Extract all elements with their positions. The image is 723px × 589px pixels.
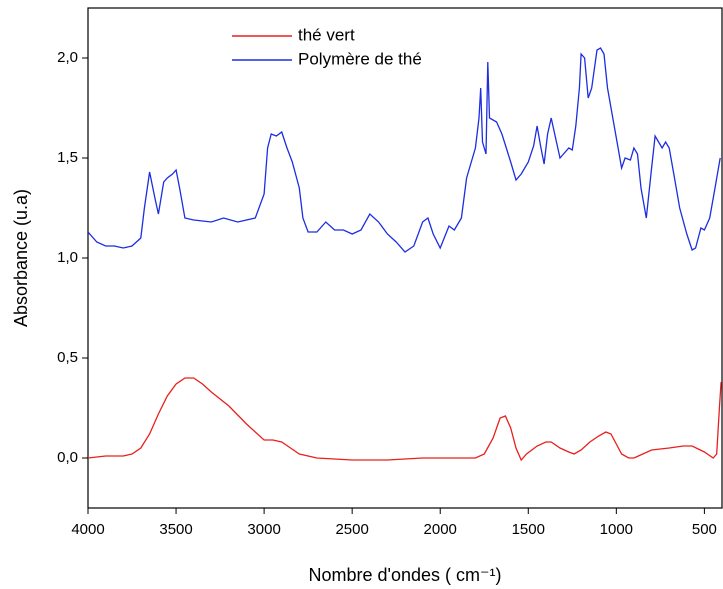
x-tick-label: 2000: [424, 521, 457, 538]
x-tick-label: 1500: [512, 521, 545, 538]
x-axis-title: Nombre d'ondes ( cm⁻¹): [309, 565, 502, 585]
y-tick-label: 1,0: [57, 249, 78, 266]
series-line: [88, 47, 721, 253]
x-tick-label: 3500: [159, 521, 192, 538]
x-tick-label: 4000: [71, 521, 104, 538]
plot-lines: [88, 47, 722, 462]
x-tick-label: 2500: [335, 521, 368, 538]
plot-frame: [87, 7, 723, 509]
y-tick-label: 1,5: [57, 149, 78, 166]
y-tick-label: 0,0: [57, 449, 78, 466]
series-line: [88, 377, 722, 462]
legend-label: Polymère de thé: [298, 49, 422, 68]
legend-label: thé vert: [298, 25, 355, 44]
x-tick-label: 1000: [600, 521, 633, 538]
x-tick-label: 3000: [247, 521, 280, 538]
y-axis-title: Absorbance (u.a): [11, 189, 31, 327]
y-tick-label: 2,0: [57, 49, 78, 66]
y-tick-label: 0,5: [57, 349, 78, 366]
x-tick-label: 500: [692, 521, 717, 538]
